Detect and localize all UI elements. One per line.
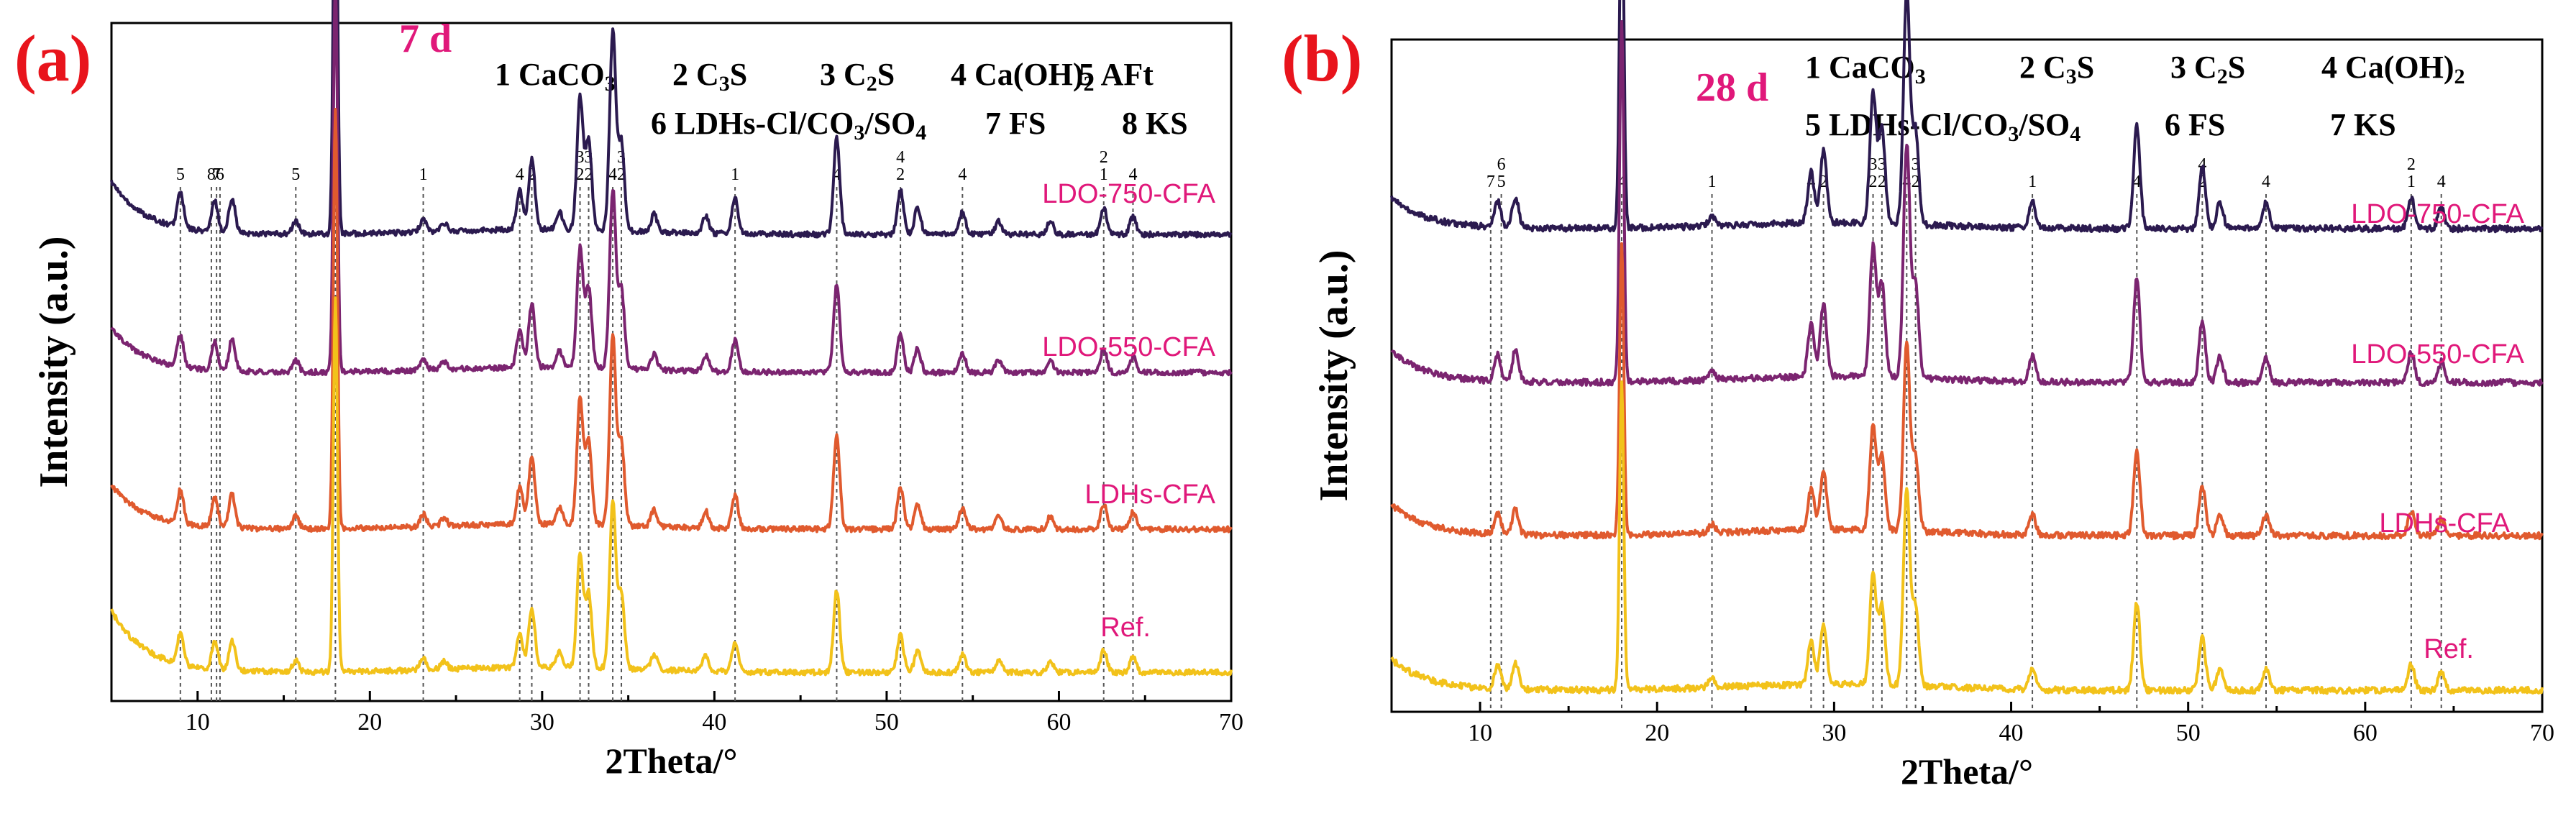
legend-entry: 4 Ca(OH)2 [951,57,1095,96]
peak-index-label: 7 [1486,173,1495,191]
peak-index-label: 4 [2132,173,2141,191]
xrd-pattern-series [110,0,1233,239]
x-tick-label: 60 [2353,720,2378,746]
series-label: LDO-550-CFA [1042,332,1215,362]
peak-index-label: 1 [1708,173,1717,191]
legend-entry: 5 AFt [1079,57,1154,92]
peak-index-label: 2 [1878,173,1886,191]
curing-age-label: 28 d [1696,65,1768,110]
legend-entry: 7 KS [2330,107,2396,142]
peak-index-label: 4 [958,165,967,184]
x-tick-label: 10 [1468,720,1492,746]
legend-entry: 7 FS [985,106,1046,141]
series-label: LDO-550-CFA [2351,339,2524,370]
plot-frame [110,22,1233,702]
peak-index-label: 5 [176,165,185,184]
series-label: LDO-750-CFA [2351,199,2524,229]
x-tick-label: 40 [1999,720,2024,746]
xrd-pattern-series [1390,20,2544,388]
peak-index-label: 1 [1100,165,1108,184]
legend-entry: 1 CaCO3 [495,57,616,96]
legend-entry: 8 KS [1122,106,1188,141]
peak-index-label: 2 [2407,155,2416,174]
x-tick-label: 30 [1822,720,1846,746]
peak-index-label: 4 [896,148,905,167]
x-tick-label: 20 [1645,720,1669,746]
x-tick-label: 50 [2176,720,2201,746]
peak-index-label: 4 [2437,173,2446,191]
peak-index-label: 4 [2262,173,2270,191]
xrd-pattern-series [110,0,1233,377]
peak-index-label: 5 [291,165,300,184]
legend-entry: 3 C2S [2170,50,2245,88]
peak-index-label: 4 [516,165,524,184]
xrd-pattern-series [1390,242,2544,541]
peak-index-label: 2 [896,165,905,184]
legend-entry: 6 LDHs-Cl/CO3/SO4 [651,106,926,145]
x-axis-title: 2Theta/° [1901,751,2033,792]
legend-entry: 6 FS [2165,107,2225,142]
xrd-pattern-series [110,296,1233,677]
panel-letter: (b) [1282,22,1362,95]
series-label: Ref. [1100,613,1151,643]
peak-index-label: 5 [1497,173,1506,191]
x-tick-label: 20 [357,709,382,736]
peak-index-label: 7 [212,165,221,184]
peak-index-label: 2 [1100,148,1108,167]
y-axis-title: Intensity (a.u.) [32,236,76,487]
peak-index-label: 2 [576,165,585,184]
peak-index-label: 8 [207,165,216,184]
peak-index-label: 3 [1869,155,1878,174]
peak-index-label: 4 [608,165,617,184]
peak-index-label: 2 [1912,173,1920,191]
legend-entry: 2 C3S [2019,50,2094,88]
peak-index-label: 1 [731,165,739,184]
x-tick-label: 40 [702,709,726,736]
x-tick-label: 30 [530,709,554,736]
peak-index-label: 6 [1497,155,1506,174]
peak-index-label: 6 [216,165,224,184]
series-label: LDO-750-CFA [1042,179,1215,209]
panel-b: (b) 28 d 1 CaCO3 2 C3S 3 C2S 4 Ca(OH)2 5 LDHs-… [1282,0,2554,792]
curing-age-label: 7 d [399,17,452,61]
series-label: LDHs-CFA [2379,508,2510,539]
peak-index-label: 1 [2407,173,2416,191]
peak-index-label: 1 [2028,173,2037,191]
series-label: LDHs-CFA [1084,480,1215,510]
peak-index-label: 4 [1128,165,1137,184]
legend-entry: 1 CaCO3 [1805,50,1926,88]
panel-letter: (a) [14,22,91,95]
plot-frame [1390,38,2544,713]
x-tick-label: 50 [874,709,899,736]
xrd-pattern-series [110,108,1233,533]
xrd-pattern-series [1390,0,2544,234]
series-label: Ref. [2424,634,2474,664]
x-tick-label: 70 [2530,720,2554,746]
legend-entry: 2 C3S [672,57,747,96]
panel-a: (a) 7 d 1 CaCO3 2 C3S 3 C2S 4 Ca(OH)25 AFt 6 L… [14,0,1243,781]
legend-entry: 3 C2S [820,57,895,96]
x-tick-label: 10 [186,709,210,736]
peak-index-label: 2 [1869,173,1878,191]
peak-index-label: 1 [419,165,428,184]
x-axis-title: 2Theta/° [606,741,738,781]
xrd-pattern-series [1390,380,2544,695]
y-axis-title: Intensity (a.u.) [1312,249,1356,501]
x-tick-label: 60 [1046,709,1071,736]
legend-entry: 5 LDHs-Cl/CO3/SO4 [1805,107,2081,146]
legend-entry: 4 Ca(OH)2 [2321,50,2465,88]
x-tick-label: 70 [1219,709,1243,736]
